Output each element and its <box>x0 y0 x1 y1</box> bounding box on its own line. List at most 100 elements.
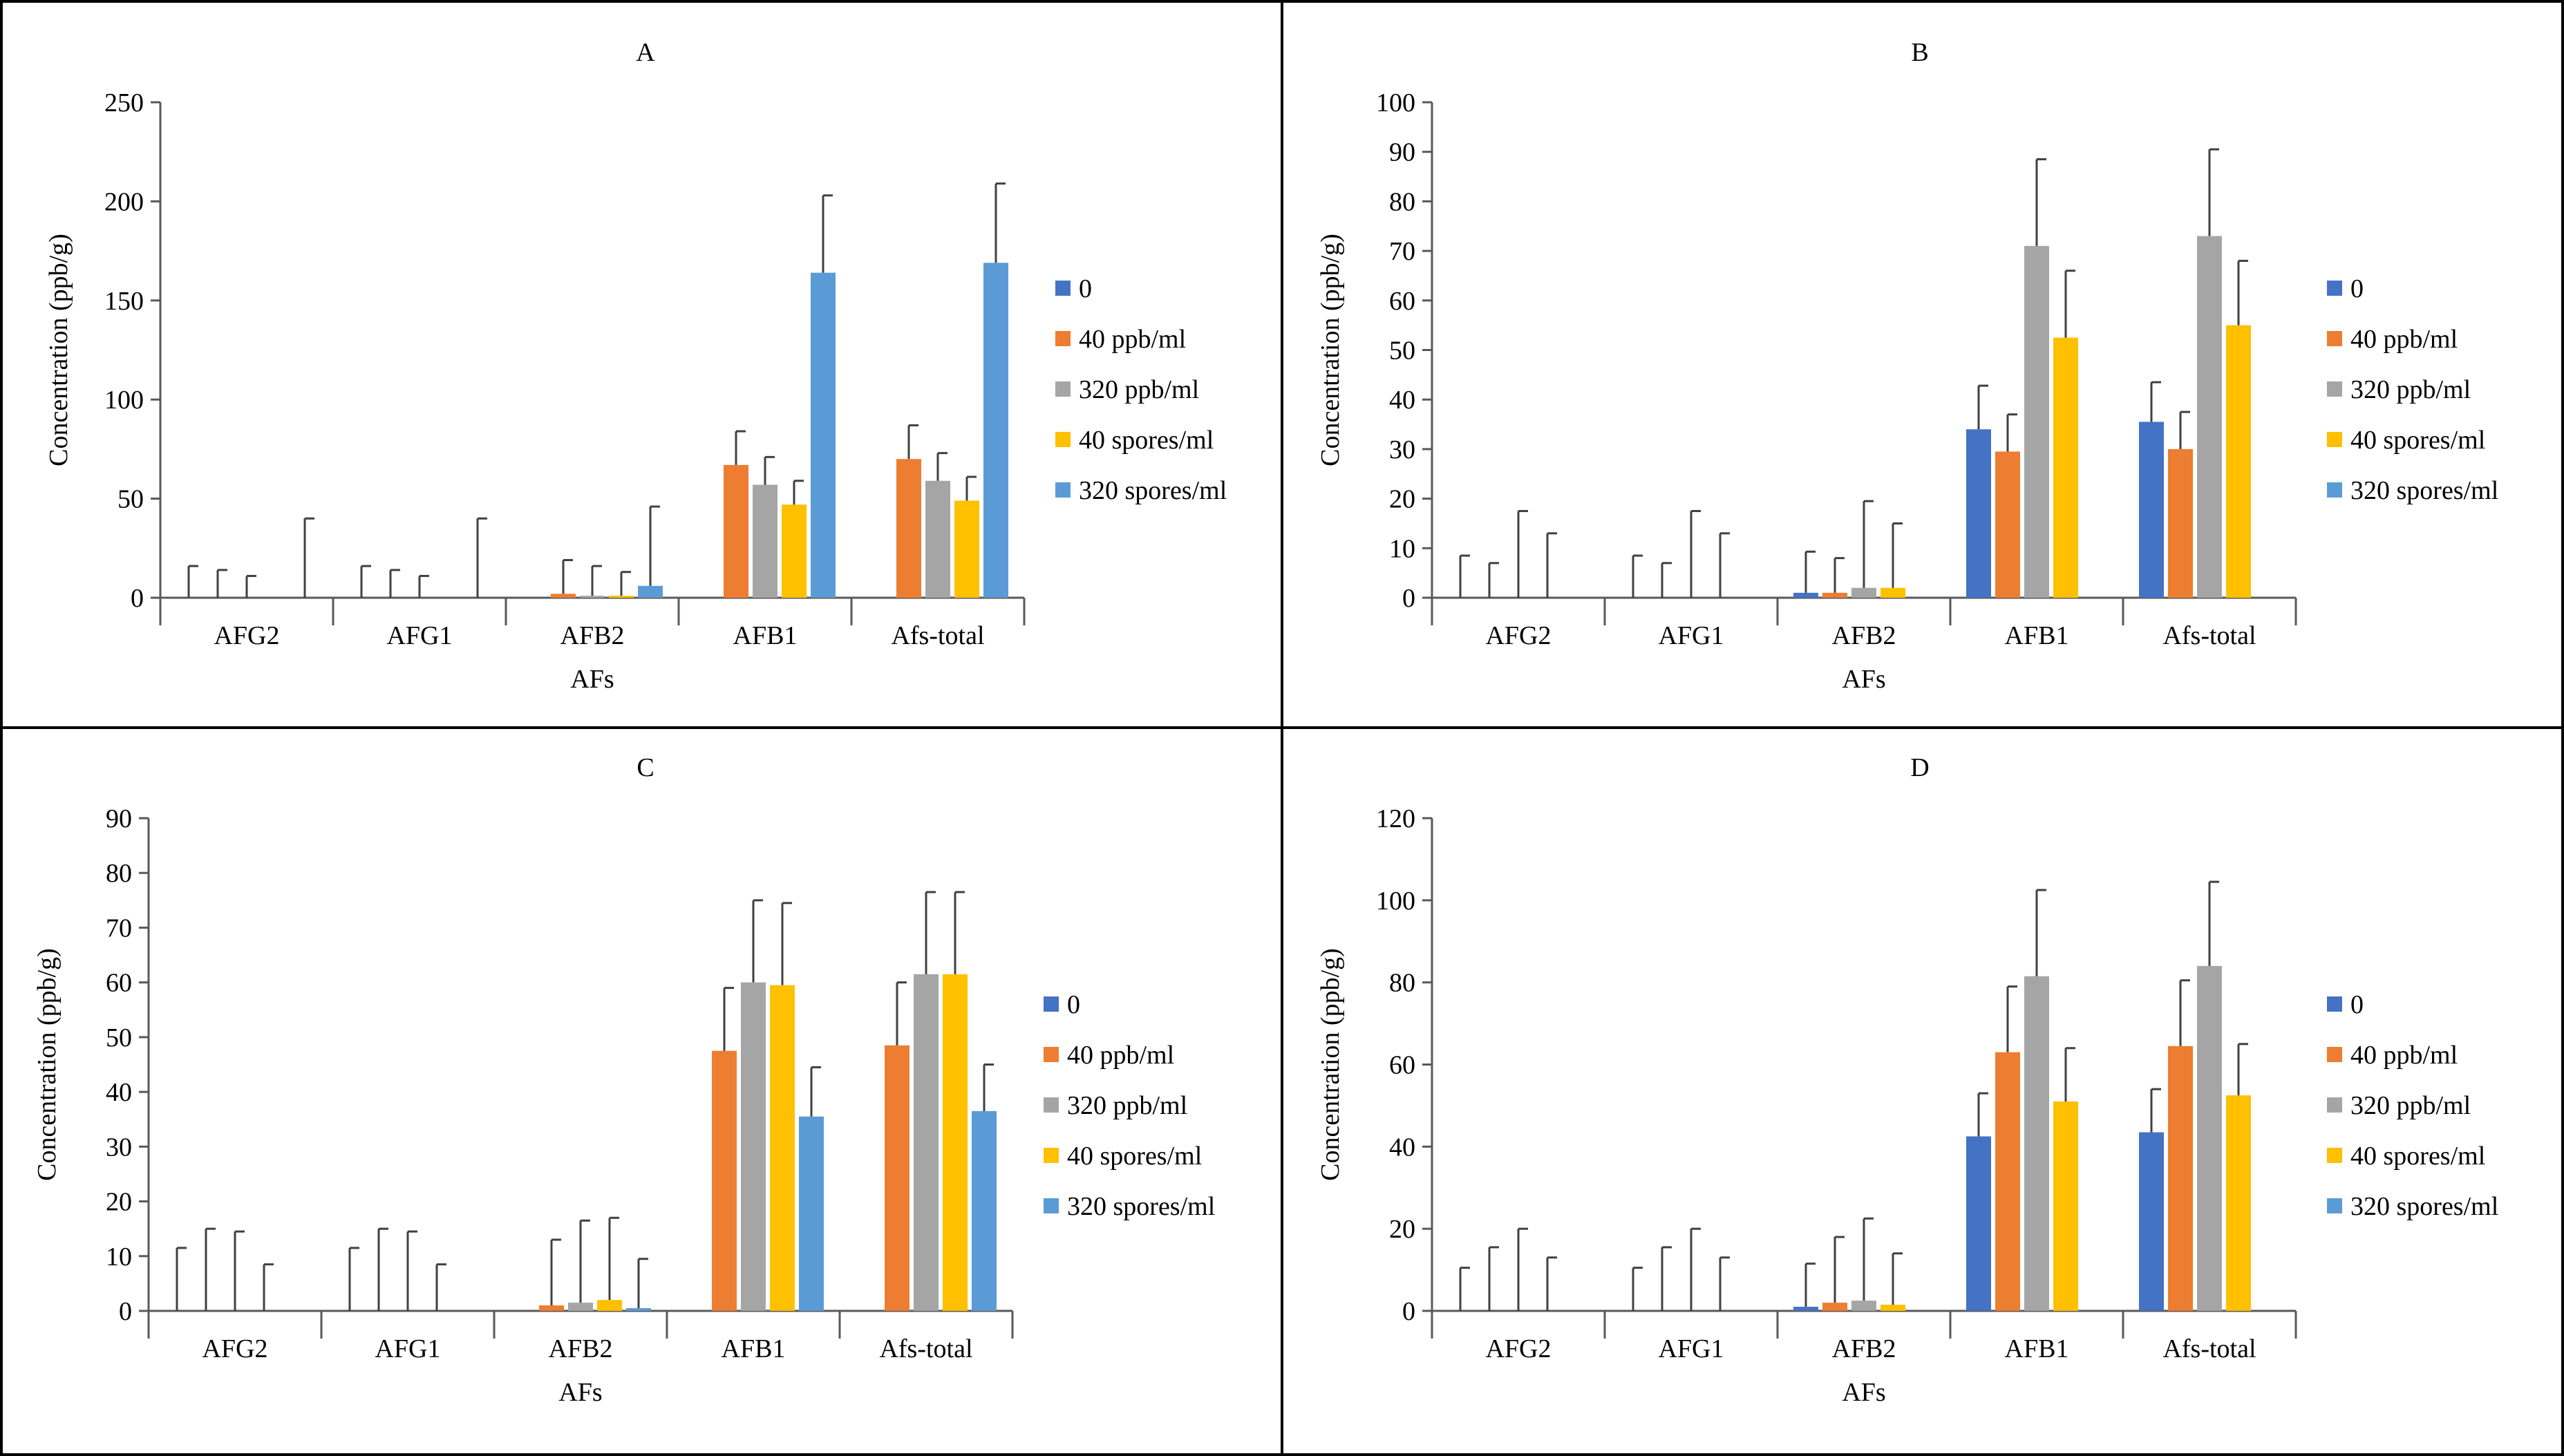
legend-swatch <box>2327 281 2342 296</box>
legend-label: 320 ppb/ml <box>2350 1091 2471 1120</box>
y-tick-label: 20 <box>1389 1215 1415 1244</box>
legend-label: 0 <box>1067 990 1080 1019</box>
bar <box>2024 976 2049 1311</box>
panel-d: D 0 20 40 60 80 100 120 Concentration (ppb/g) AFG… <box>1316 753 2498 1407</box>
x-tick-label: AFG2 <box>1485 621 1551 650</box>
y-tick-label: 120 <box>1376 804 1415 833</box>
x-tick-label: AFB1 <box>733 621 798 650</box>
chart-b-x-label: AFs <box>1842 665 1885 694</box>
bar <box>609 596 634 598</box>
x-tick-label: AFB2 <box>1832 1334 1896 1363</box>
x-tick-label: AFB2 <box>560 621 625 650</box>
y-tick-label: 150 <box>104 287 144 316</box>
chart-a-x-label: AFs <box>570 665 614 694</box>
chart-d-title: D <box>1910 753 1929 782</box>
bar <box>914 974 939 1311</box>
legend-swatch <box>2327 1198 2342 1213</box>
y-tick-label: 0 <box>119 1297 132 1326</box>
panel-c: C 0 10 20 30 40 50 60 70 80 90 Concentration (ppb/g… <box>32 753 1215 1407</box>
bar <box>2226 1095 2251 1311</box>
legend-label: 320 spores/ml <box>2350 476 2498 505</box>
legend-swatch <box>1044 996 1059 1012</box>
legend-swatch <box>2327 996 2342 1012</box>
bar <box>1880 587 1905 598</box>
legend-swatch <box>1055 381 1071 397</box>
bar <box>2197 236 2222 598</box>
legend-swatch <box>2327 331 2342 346</box>
legend-swatch <box>2327 482 2342 498</box>
bar <box>770 985 795 1311</box>
x-tick-label: AFG1 <box>1658 621 1724 650</box>
chart-c-x-label: AFs <box>558 1378 602 1407</box>
y-tick-label: 10 <box>1389 534 1415 563</box>
y-tick-label: 60 <box>106 969 132 998</box>
bar <box>1851 587 1876 598</box>
y-tick-label: 80 <box>106 859 132 888</box>
y-tick-label: 250 <box>104 88 144 117</box>
bar <box>580 596 605 598</box>
bar <box>954 500 979 598</box>
bar <box>741 982 766 1311</box>
bar <box>1851 1301 1876 1311</box>
x-tick-label: Afs-total <box>879 1334 972 1363</box>
bar <box>724 464 748 598</box>
y-tick-label: 40 <box>1389 1133 1415 1162</box>
legend-label: 40 spores/ml <box>1067 1142 1202 1171</box>
y-tick-label: 70 <box>1389 237 1415 266</box>
bar <box>972 1110 997 1311</box>
x-tick-label: AFB1 <box>2005 1334 2069 1363</box>
bar <box>1793 592 1818 598</box>
bar <box>1822 592 1847 598</box>
legend-label: 0 <box>1079 274 1092 303</box>
bar <box>885 1045 909 1311</box>
chart-d-x-label: AFs <box>1842 1378 1885 1407</box>
x-tick-label: AFG1 <box>375 1334 440 1363</box>
x-tick-label: Afs-total <box>2162 621 2256 650</box>
y-tick-label: 40 <box>1389 386 1415 415</box>
bar <box>983 263 1008 598</box>
chart-c-y-label: Concentration (ppb/g) <box>32 948 62 1181</box>
y-tick-label: 200 <box>104 187 144 216</box>
y-tick-label: 30 <box>106 1133 132 1162</box>
bar <box>2053 1101 2078 1311</box>
legend-swatch <box>2327 1097 2342 1113</box>
bar <box>753 484 777 598</box>
chart-c-title: C <box>637 753 654 782</box>
x-tick-label: AFB2 <box>1832 621 1896 650</box>
chart-a-y-label: Concentration (ppb/g) <box>44 234 73 466</box>
legend-label: 0 <box>2350 274 2364 303</box>
chart-b-y-label: Concentration (ppb/g) <box>1316 234 1345 466</box>
panel-a: A 0 50 100 150 200 250 Concentration (ppb/g) AFG… <box>44 38 1227 694</box>
bar <box>2168 448 2193 598</box>
y-tick-label: 50 <box>1389 337 1415 366</box>
x-tick-label: AFB2 <box>549 1334 613 1363</box>
bar <box>799 1116 824 1311</box>
legend-label: 40 ppb/ml <box>2350 1041 2458 1070</box>
legend-swatch <box>2327 1047 2342 1062</box>
bar <box>811 272 836 598</box>
bar <box>1880 1305 1905 1311</box>
bar <box>1995 451 2020 598</box>
legend-label: 320 ppb/ml <box>1067 1091 1187 1120</box>
y-tick-label: 60 <box>1389 287 1415 316</box>
y-tick-label: 80 <box>1389 969 1415 998</box>
legend-label: 320 spores/ml <box>1079 476 1227 505</box>
legend-swatch <box>1044 1198 1059 1213</box>
y-tick-label: 0 <box>131 584 144 613</box>
x-tick-label: AFG2 <box>1485 1334 1551 1363</box>
x-tick-label: Afs-total <box>2162 1334 2256 1363</box>
x-tick-label: AFG1 <box>386 621 452 650</box>
bar <box>568 1303 593 1311</box>
bar <box>1995 1052 2020 1311</box>
bar <box>943 974 968 1311</box>
x-tick-label: AFG2 <box>214 621 279 650</box>
y-tick-label: 50 <box>117 485 144 514</box>
bar <box>1966 429 1991 598</box>
panel-b: B 0 10 20 30 40 50 60 70 80 90 100 Concentration (pp… <box>1316 38 2498 694</box>
bar <box>2024 245 2049 598</box>
y-tick-label: 70 <box>106 914 132 943</box>
legend-swatch <box>2327 432 2342 447</box>
x-tick-label: AFB1 <box>2005 621 2069 650</box>
bar <box>2139 1132 2164 1311</box>
